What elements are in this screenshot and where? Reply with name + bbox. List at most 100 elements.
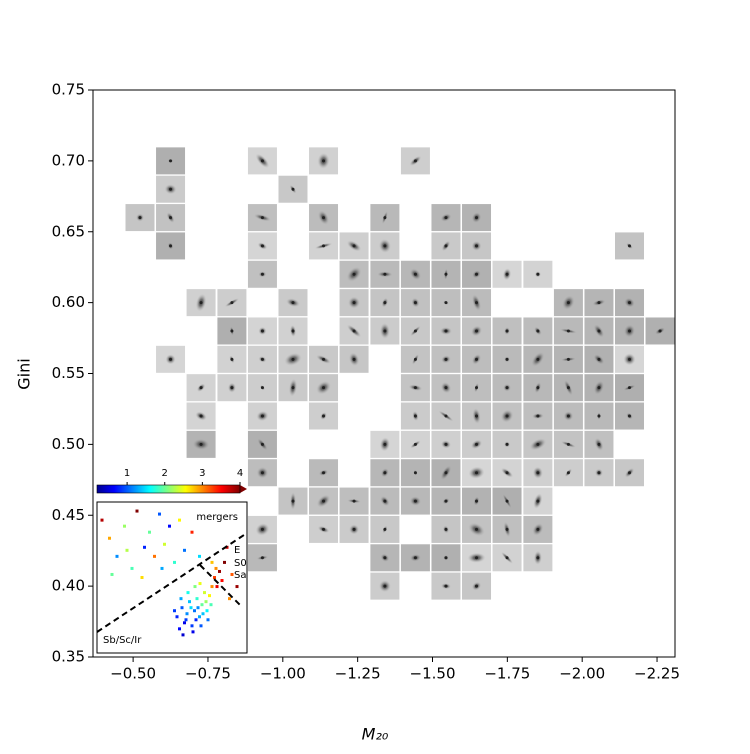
galaxy-tile: [523, 374, 553, 402]
galaxy-core: [505, 442, 509, 446]
galaxy-core: [260, 244, 264, 248]
scatter-point: [214, 566, 218, 570]
galaxy-tile: [431, 402, 461, 430]
scatter-point: [189, 606, 193, 610]
galaxy-core: [352, 357, 356, 361]
galaxy-core: [597, 357, 601, 361]
scatter-point: [193, 585, 197, 589]
galaxy-core: [169, 187, 173, 191]
scatter-point: [215, 585, 219, 589]
scatter-point: [186, 591, 190, 595]
galaxy-core: [260, 357, 264, 361]
galaxy-core: [475, 329, 479, 333]
x-tick-label: −1.75: [484, 665, 530, 683]
galaxy-tile: [400, 374, 430, 402]
galaxy-core: [291, 386, 295, 390]
galaxy-core: [566, 442, 570, 446]
galaxy-tile: [278, 374, 308, 402]
scatter-point: [125, 548, 129, 552]
scatter-point: [210, 585, 214, 589]
galaxy-tile: [247, 317, 277, 345]
galaxy-core: [536, 329, 540, 333]
galaxy-tile: [431, 345, 461, 373]
galaxy-core: [383, 272, 387, 276]
scatter-point: [173, 560, 176, 564]
galaxy-core: [352, 329, 356, 333]
galaxy-core: [444, 584, 448, 588]
galaxy-tile: [614, 232, 644, 260]
galaxy-core: [597, 414, 601, 418]
galaxy-core: [413, 414, 417, 418]
galaxy-tile: [614, 289, 644, 317]
galaxy-tile: [400, 289, 430, 317]
scatter-point: [108, 536, 111, 540]
inset-frame: [96, 501, 248, 654]
scatter-point: [195, 597, 199, 601]
galaxy-tile: [156, 204, 186, 232]
scatter-point: [181, 633, 185, 637]
galaxy-core: [475, 244, 479, 248]
scatter-point: [203, 591, 206, 595]
galaxy-core: [444, 357, 448, 361]
galaxy-tile: [217, 374, 247, 402]
galaxy-core: [566, 329, 570, 333]
galaxy-core: [383, 527, 387, 531]
x-tick-label: −1.00: [260, 665, 306, 683]
annotation: Sb/Sc/Ir: [103, 635, 142, 646]
galaxy-core: [627, 244, 631, 248]
galaxy-core: [475, 471, 479, 475]
scatter-point: [196, 606, 200, 610]
galaxy-tile: [309, 374, 339, 402]
scatter-point: [210, 560, 214, 564]
galaxy-tile: [462, 487, 492, 515]
galaxy-tile: [584, 430, 614, 458]
galaxy-core: [536, 414, 540, 418]
galaxy-core: [230, 329, 234, 333]
galaxy-tile: [492, 430, 522, 458]
scatter-point: [183, 621, 186, 625]
galaxy-core: [444, 216, 448, 220]
galaxy-tile: [462, 430, 492, 458]
galaxy-tile: [492, 459, 522, 487]
galaxy-core: [413, 301, 417, 305]
galaxy-tile: [370, 459, 400, 487]
scatter-point: [198, 615, 201, 619]
y-tick-label: 0.35: [52, 648, 85, 666]
galaxy-tile: [614, 374, 644, 402]
galaxy-tile: [462, 572, 492, 600]
galaxy-tile: [523, 345, 553, 373]
galaxy-core: [291, 499, 295, 503]
galaxy-core: [260, 414, 264, 418]
galaxy-core: [352, 499, 356, 503]
galaxy-tile: [309, 487, 339, 515]
galaxy-core: [536, 527, 540, 531]
colorbar-tick-label: 2: [162, 468, 168, 479]
galaxy-core: [505, 329, 509, 333]
galaxy-tile: [553, 374, 583, 402]
galaxy-tile: [400, 430, 430, 458]
galaxy-tile: [247, 430, 277, 458]
y-tick-label: 0.55: [52, 364, 85, 382]
galaxy-core: [505, 556, 509, 560]
galaxy-core: [658, 329, 662, 333]
galaxy-tile: [553, 317, 583, 345]
galaxy-tile: [584, 345, 614, 373]
galaxy-tile: [370, 515, 400, 543]
scatter-point: [206, 618, 210, 622]
galaxy-tile: [370, 544, 400, 572]
galaxy-tile: [553, 430, 583, 458]
galaxy-core: [230, 357, 234, 361]
galaxy-tile: [431, 317, 461, 345]
galaxy-core: [199, 386, 203, 390]
scatter-point: [228, 597, 231, 601]
galaxy-core: [444, 414, 448, 418]
galaxy-core: [352, 272, 356, 276]
scatter-point: [190, 624, 194, 628]
galaxy-core: [322, 357, 326, 361]
galaxy-core: [597, 471, 601, 475]
galaxy-tile: [462, 402, 492, 430]
galaxy-tile: [614, 317, 644, 345]
galaxy-tile: [462, 260, 492, 288]
galaxy-tile: [400, 260, 430, 288]
galaxy-tile: [462, 317, 492, 345]
